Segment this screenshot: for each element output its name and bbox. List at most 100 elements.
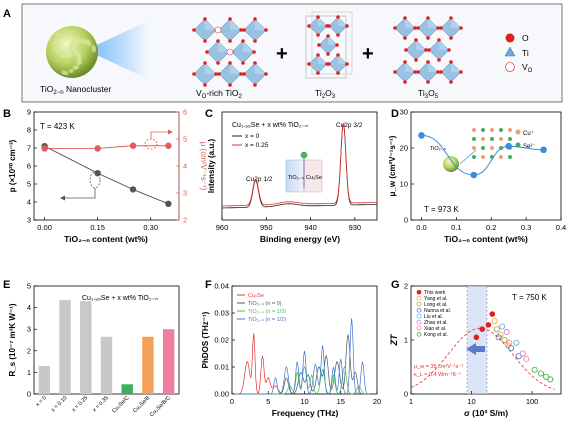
x-tick-label: 950 — [260, 223, 273, 232]
y-tick-label: 4 — [27, 198, 31, 207]
category-label: x = 0.25 — [71, 395, 89, 413]
ti3o5-octahedron-face — [428, 18, 438, 28]
data-point — [470, 171, 478, 179]
y-tick-label: 0.00 — [214, 390, 229, 399]
lattice-atom — [481, 155, 485, 159]
panel-b-left-arrowhead — [60, 195, 65, 201]
oxygen-atom — [253, 83, 257, 87]
data-point — [94, 145, 101, 152]
data-point — [523, 355, 530, 362]
oxygen-atom — [345, 24, 349, 28]
legend-vo-label: VO — [522, 62, 533, 74]
panel-letter-c: C — [205, 108, 213, 120]
lattice-atom — [508, 137, 512, 141]
oxygen-atom — [439, 26, 443, 30]
x-tick-label: 100 — [526, 397, 539, 406]
oxygen-atom — [216, 39, 220, 43]
legend-marker — [416, 319, 422, 325]
y-tick-label: 2 — [27, 346, 31, 355]
ti2o3-polyhedra — [307, 15, 349, 75]
legend-o-label: O — [522, 33, 529, 43]
x-tick-label: 10 — [467, 397, 475, 406]
oxygen-atom — [449, 16, 453, 20]
data-point — [491, 318, 498, 325]
data-point — [165, 200, 172, 207]
se-legend-label: Se²⁻ — [523, 144, 536, 150]
ti2o3-octahedron-face — [318, 17, 327, 26]
panel-b-marks — [41, 142, 172, 207]
data-point — [508, 345, 515, 352]
lattice-atom — [499, 137, 503, 141]
oxygen-atom — [192, 72, 196, 76]
nanocluster-bump — [60, 52, 65, 57]
x-tick-label: 960 — [216, 223, 229, 232]
oxygen-atom — [316, 15, 320, 19]
data-point — [513, 339, 520, 346]
category-label: Cu₂Se/C — [111, 395, 130, 414]
panel-f-legend: Cu₂Se TiO₂₋ₙ (n = 0) TiO₂₋ₙ (n = 1/3) TiO₂₋… — [237, 293, 286, 323]
oxygen-atom — [439, 70, 443, 74]
bar — [162, 329, 175, 394]
y-tick-label: 2 — [404, 282, 408, 291]
phase2-label: Ti2O3 — [315, 88, 336, 100]
panel-g-annotation: T = 750 K — [512, 293, 547, 302]
panel-b-left-arrow — [62, 188, 96, 199]
panel-d: D TiO₂₋ₙ Cu⁺ Se²⁻ T = 973 K 0.0 0.1 0.2 0.3… — [388, 108, 566, 245]
tio2-octahedron-face — [230, 19, 241, 30]
panel-c-inset: TiO₂₋ₙ Cu₂Se — [285, 151, 323, 193]
y-tick-label: 20 — [400, 144, 408, 153]
tio2-octahedron-face — [218, 41, 229, 52]
nanocluster-bump — [56, 48, 62, 53]
nanocluster-bump — [55, 32, 61, 38]
inset-cluster — [443, 156, 459, 172]
panel-d-ticks: 0.0 0.1 0.2 0.3 0.4 0 10 20 30 — [400, 108, 567, 233]
xps-curve-x0 — [222, 122, 377, 209]
oxygen-atom — [203, 17, 207, 21]
oxygen-atom — [336, 53, 340, 57]
oxygen-atom — [192, 28, 196, 32]
panel-c-ylabel: Intensity (a.u.) — [207, 139, 216, 194]
data-point — [540, 146, 547, 154]
ti3o5-octahedron-face — [416, 40, 426, 50]
panel-g-ylabel: ZT — [389, 333, 399, 346]
legend-label: Zhao et al. — [424, 320, 448, 326]
ti2o3-cell-back — [311, 11, 353, 75]
y-tick-label: 1 — [27, 368, 31, 377]
tio2-octahedron-face — [255, 63, 266, 74]
y-tick-label: 3 — [27, 216, 31, 225]
nanocluster-bump — [76, 38, 82, 44]
oxygen-atom — [252, 50, 256, 54]
inset-tio2-label: TiO₂₋ₙ — [430, 146, 447, 152]
category-label: x = 0.35 — [92, 395, 110, 413]
oxygen-atom — [424, 48, 428, 52]
ti2o3-structure — [305, 11, 353, 79]
ti3o5-octahedron-face — [439, 40, 449, 50]
lattice-atom — [472, 128, 476, 132]
nanocluster-sphere — [46, 26, 98, 78]
tio2-octahedron-face — [205, 19, 216, 30]
legend-marker — [416, 301, 422, 307]
legend-label: Yang et al. — [424, 296, 448, 302]
panel-b-right-arrow — [150, 131, 170, 139]
oxygen-atom — [316, 33, 320, 37]
inset-tio2-label: TiO₂₋ₙ — [288, 175, 305, 181]
data-point — [543, 373, 550, 380]
y-right-tick-label: 4 — [183, 162, 187, 171]
inset-cu2se-label: Cu₂Se — [306, 175, 322, 181]
data-point — [515, 353, 522, 360]
oxygen-atom — [316, 53, 320, 57]
oxygen-atom — [307, 24, 311, 28]
phase3-label: Ti3O5 — [418, 88, 439, 100]
oxygen-atom — [426, 16, 430, 20]
series-line — [44, 145, 169, 205]
nanocluster-bump — [61, 70, 66, 75]
phase1-label: VO-rich TiO2 — [196, 88, 242, 100]
panel-letter-e: E — [3, 279, 10, 291]
lattice-atom — [481, 128, 485, 132]
oxygen-atom — [427, 48, 431, 52]
y-right-tick-label: 3 — [183, 189, 187, 198]
oxygen-atom — [416, 26, 420, 30]
legend-label: TiO₂₋ₙ (n = 1/2) — [248, 317, 286, 323]
